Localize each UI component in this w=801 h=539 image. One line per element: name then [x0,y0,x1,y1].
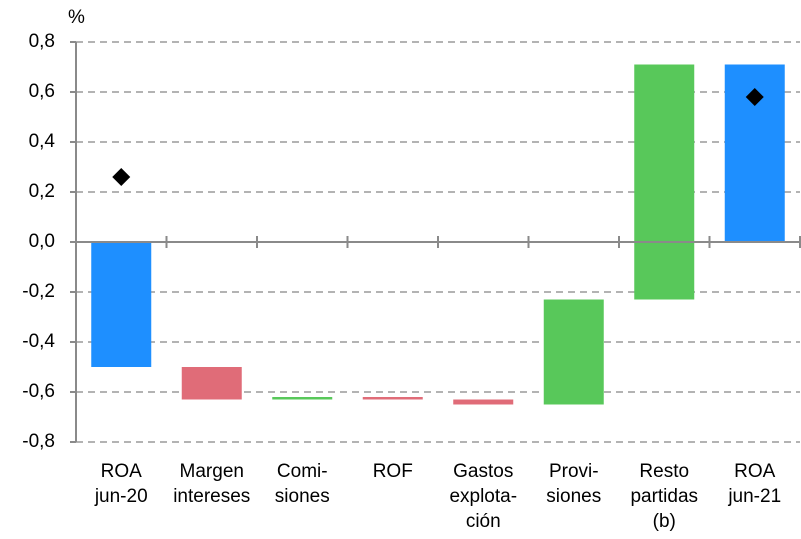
y-tick-label: 0,2 [29,181,55,202]
bar [181,367,242,400]
x-tick-label: jun-20 [94,486,148,507]
bar [453,399,514,405]
x-tick-label: siones [275,486,330,507]
bar [272,397,333,400]
x-tick-label: jun-21 [727,486,781,507]
diamond-marker [112,168,131,186]
y-tick-label: -0,8 [22,431,55,452]
y-tick-label: -0,4 [22,331,55,352]
y-tick-label: 0,6 [29,81,55,102]
y-tick-label: 0,0 [29,231,55,252]
y-tick-label: -0,6 [22,381,55,402]
y-tick-label: 0,8 [29,31,55,52]
x-tick-label: ción [466,511,501,532]
diamond-marker [745,88,764,106]
x-tick-label: Resto [639,461,689,482]
bar [362,397,423,400]
x-tick-label: ROA [734,461,776,482]
y-tick-label: -0,2 [22,281,55,302]
bar [543,299,604,405]
x-tick-label: siones [546,486,601,507]
x-tick-label: (b) [653,511,676,532]
x-tick-label: Gastos [453,461,513,482]
x-tick-label: ROA [101,461,143,482]
x-tick-label: Provi- [549,461,599,482]
x-tick-label: partidas [630,486,698,507]
y-tick-label: 0,4 [29,131,56,152]
x-tick-label: ROF [373,461,413,482]
bar [634,64,695,300]
x-tick-label: Comi- [277,461,328,482]
x-tick-label: explota- [449,486,517,507]
x-tick-label: Margen [180,461,244,482]
bar [91,242,152,367]
y-unit: % [68,7,85,28]
x-tick-label: intereses [173,486,250,507]
